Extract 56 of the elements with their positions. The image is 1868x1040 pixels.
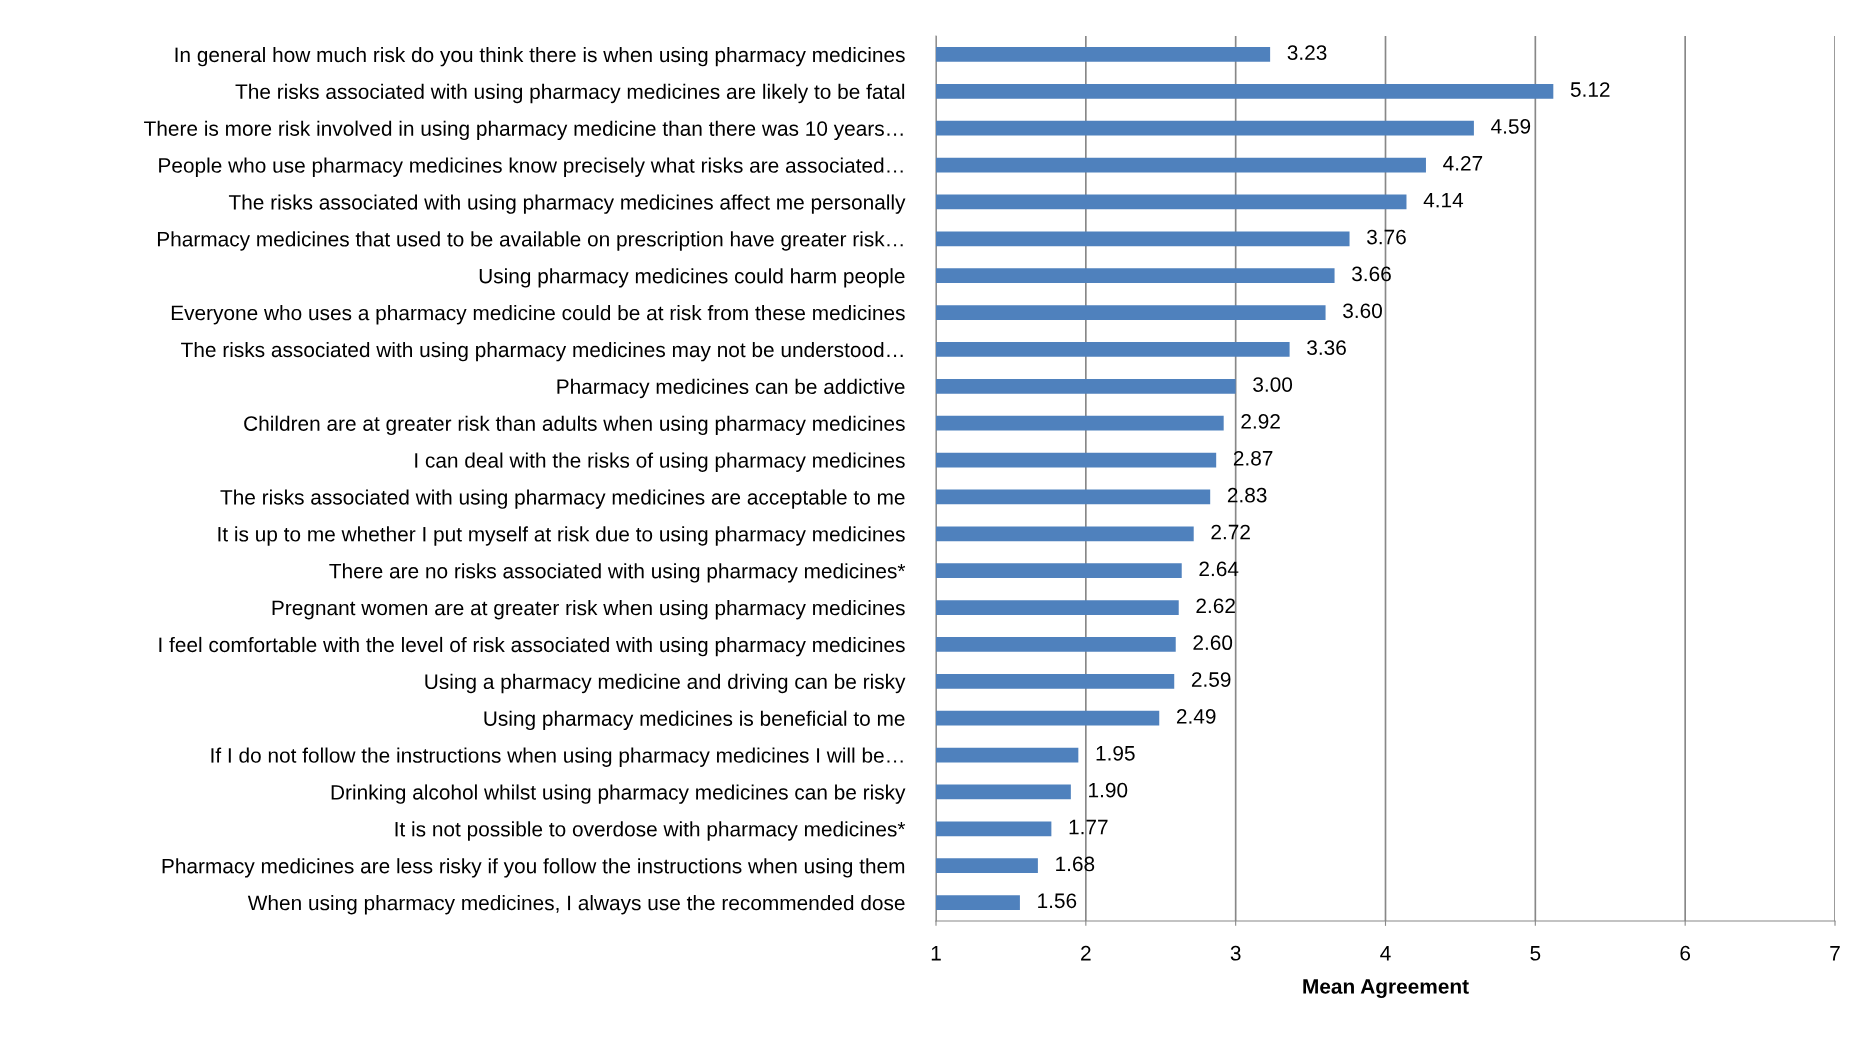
y-tick-label: I feel comfortable with the level of risk associated with using pharmacy medicines xyxy=(159,636,905,657)
data-label: 1.68 xyxy=(1056,856,1095,872)
x-tick-label: 7 xyxy=(1830,946,1840,961)
x-tick-label: 4 xyxy=(1380,946,1391,961)
data-label: 2.83 xyxy=(1227,487,1267,503)
data-label: 2.92 xyxy=(1241,414,1280,429)
y-tick-label: It is not possible to overdose with pharmacy medicines* xyxy=(395,821,906,841)
y-tick-label: Pharmacy medicines can be addictive xyxy=(557,378,905,399)
y-tick-label: The risks associated with using pharmacy medicines affect me personally xyxy=(228,194,906,214)
data-label: 4.27 xyxy=(1443,155,1483,171)
data-label: 2.59 xyxy=(1191,672,1231,687)
data-label: 3.00 xyxy=(1253,377,1293,392)
data-label: 2.60 xyxy=(1193,635,1233,651)
x-axis-title: Mean Agreement xyxy=(1303,979,1469,999)
data-label: 2.64 xyxy=(1199,561,1239,577)
data-label: 3.23 xyxy=(1287,45,1327,61)
x-tick-label: 5 xyxy=(1530,946,1541,961)
y-tick-label: The risks associated with using pharmacy medicines may not be understood… xyxy=(181,341,903,362)
data-label: 1.56 xyxy=(1038,893,1077,909)
x-tick-label: 1 xyxy=(931,946,941,961)
x-tick-label: 3 xyxy=(1230,945,1241,961)
y-tick-label: There is more risk involved in using pharmacy medicine than there was 10 years… xyxy=(144,120,903,141)
y-tick-label: Drinking alcohol whilst using pharmacy medicines can be risky xyxy=(331,784,906,804)
data-label: 1.95 xyxy=(1096,745,1135,761)
x-tick-label: 2 xyxy=(1081,945,1091,961)
data-label: 2.87 xyxy=(1233,450,1273,466)
y-tick-label: Children are at greater risk than adults when using pharmacy medicines xyxy=(244,415,905,436)
y-tick-label: It is up to me whether I put myself at risk due to using pharmacy medicines xyxy=(218,526,905,546)
data-label: 4.14 xyxy=(1423,192,1464,208)
y-tick-label: The risks associated with using pharmacy medicines are likely to be fatal xyxy=(235,83,905,104)
y-tick-label: There are no risks associated with using pharmacy medicines* xyxy=(329,563,906,583)
y-tick-label: In general how much risk do you think there is when using pharmacy medicines xyxy=(175,46,905,67)
data-label: 4.59 xyxy=(1491,119,1531,134)
data-label: 1.90 xyxy=(1089,782,1128,798)
y-tick-label: Using pharmacy medicines could harm people xyxy=(479,268,905,288)
y-tick-label: Everyone who uses a pharmacy medicine could be at risk from these medicines xyxy=(171,305,905,325)
data-label: 5.12 xyxy=(1570,82,1610,97)
data-label: 3.66 xyxy=(1352,266,1391,282)
y-tick-label: I can deal with the risks of using pharmacy medicines xyxy=(415,452,905,472)
data-label: 1.77 xyxy=(1069,819,1108,835)
data-label: 3.36 xyxy=(1307,340,1346,356)
y-tick-label: Pregnant women are at greater risk when using pharmacy medicines xyxy=(272,600,905,620)
y-tick-label: Pharmacy medicines that used to be available on prescription have greater risk… xyxy=(157,231,903,251)
data-label: 3.76 xyxy=(1367,229,1406,245)
y-tick-label: Using pharmacy medicines is beneficial to me xyxy=(484,710,905,731)
y-tick-label: When using pharmacy medicines, I always use the recommended dose xyxy=(247,895,905,915)
y-tick-label: The risks associated with using pharmacy medicines are acceptable to me xyxy=(220,489,905,509)
data-label: 3.60 xyxy=(1343,303,1382,319)
y-tick-label: If I do not follow the instructions when using pharmacy medicines I will be… xyxy=(211,747,903,767)
y-tick-label: Using a pharmacy medicine and driving can be risky xyxy=(425,673,906,694)
y-tick-label: Pharmacy medicines are less risky if you follow the instructions when using them xyxy=(162,858,905,878)
data-label: 2.62 xyxy=(1196,598,1235,614)
x-tick-label: 6 xyxy=(1680,945,1691,961)
data-label: 2.72 xyxy=(1211,524,1250,540)
y-tick-label: People who use pharmacy medicines know precisely what risks are associated… xyxy=(159,157,903,177)
data-label: 2.49 xyxy=(1176,709,1216,724)
